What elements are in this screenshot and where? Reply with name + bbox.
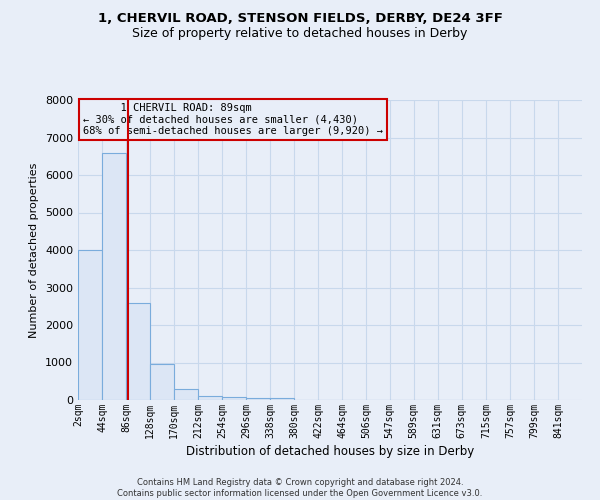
Bar [223,396,246,400]
Bar [150,364,174,400]
Text: Distribution of detached houses by size in Derby: Distribution of detached houses by size … [186,444,474,458]
Bar [78,250,102,400]
Text: Size of property relative to detached houses in Derby: Size of property relative to detached ho… [133,28,467,40]
Text: 1 CHERVIL ROAD: 89sqm
← 30% of detached houses are smaller (4,430)
68% of semi-d: 1 CHERVIL ROAD: 89sqm ← 30% of detached … [83,103,383,136]
Y-axis label: Number of detached properties: Number of detached properties [29,162,40,338]
Text: Contains HM Land Registry data © Crown copyright and database right 2024.
Contai: Contains HM Land Registry data © Crown c… [118,478,482,498]
Bar [247,398,270,400]
Bar [271,398,294,400]
Bar [102,152,126,400]
Bar [198,396,222,400]
Text: 1, CHERVIL ROAD, STENSON FIELDS, DERBY, DE24 3FF: 1, CHERVIL ROAD, STENSON FIELDS, DERBY, … [98,12,502,26]
Bar [126,302,150,400]
Bar [174,389,198,400]
